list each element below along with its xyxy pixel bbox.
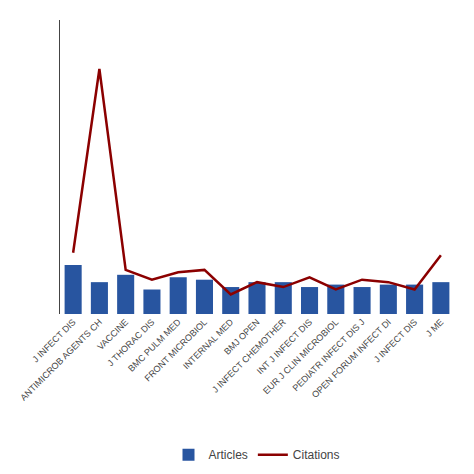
svg-text:FRONT MICROBIOL: FRONT MICROBIOL: [143, 317, 209, 383]
svg-text:INTERNAL MED: INTERNAL MED: [181, 317, 236, 372]
svg-text:J INFECT DIS: J INFECT DIS: [372, 317, 419, 364]
svg-text:J INFECT CHEMOTHER: J INFECT CHEMOTHER: [210, 317, 288, 395]
svg-text:J INFECT DIS: J INFECT DIS: [30, 317, 77, 364]
svg-text:EUR J CLIN MICROBIOL: EUR J CLIN MICROBIOL: [261, 317, 340, 396]
svg-text:PEDIATR INFECT DIS J: PEDIATR INFECT DIS J: [291, 317, 367, 393]
svg-text:BMJ OPEN: BMJ OPEN: [222, 317, 262, 357]
svg-text:INT J INFECT DIS: INT J INFECT DIS: [255, 317, 314, 376]
svg-text:Citations: Citations: [293, 448, 340, 462]
svg-text:J ME: J ME: [424, 317, 446, 339]
svg-text:BMC PULM MED: BMC PULM MED: [126, 317, 183, 374]
svg-text:OPEN FORUM INFECT DI: OPEN FORUM INFECT DI: [310, 317, 393, 400]
svg-text:Articles: Articles: [209, 448, 248, 462]
svg-text:VACCINE: VACCINE: [95, 317, 130, 352]
svg-text:J THORAC DIS: J THORAC DIS: [105, 317, 156, 368]
svg-text:ANTIMICROB AGENTS CH: ANTIMICROB AGENTS CH: [18, 317, 104, 403]
